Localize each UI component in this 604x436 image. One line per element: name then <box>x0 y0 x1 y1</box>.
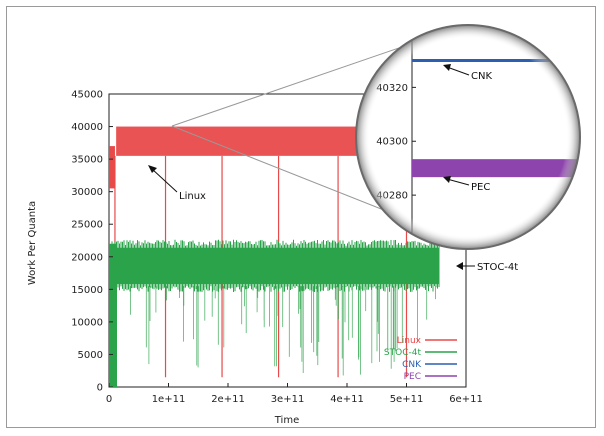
y-tick-label: 20000 <box>71 252 103 263</box>
y-tick-label: 10000 <box>71 317 103 328</box>
legend-label: CNK <box>402 360 422 370</box>
x-tick-label: 6e+11 <box>449 394 483 405</box>
series-stoc-jitter <box>109 239 440 292</box>
y-tick-label: 45000 <box>71 90 103 101</box>
legend: Linux STOC-4t CNK PEC <box>384 336 457 382</box>
figure-frame: 0 5000 10000 15000 20000 25000 30000 35000 40000… <box>6 6 596 428</box>
y-tick-label: 35000 <box>71 155 103 166</box>
legend-label: STOC-4t <box>384 348 422 358</box>
y-tick-label: 15000 <box>71 285 103 296</box>
y-tick-label: 0 <box>97 383 103 394</box>
annotation-arrowhead-linux <box>148 165 157 173</box>
x-tick-label: 0 <box>106 394 112 405</box>
magnifier-inset: 403204030040280CNKPEC <box>355 24 581 250</box>
x-tick-label: 2e+11 <box>211 394 245 405</box>
annotations: Linux STOC-4t <box>148 165 518 273</box>
x-tick-label: 1e+11 <box>152 394 186 405</box>
x-tick-label: 5e+11 <box>390 394 424 405</box>
annotation-arrowhead-stoc <box>456 262 463 270</box>
magnifier-connector-top <box>171 39 423 127</box>
x-tick-label: 4e+11 <box>330 394 364 405</box>
series-layer <box>109 126 466 387</box>
x-tick-label: 3e+11 <box>271 394 305 405</box>
y-tick-label: 5000 <box>78 350 103 361</box>
y-tick-label: 30000 <box>71 187 103 198</box>
x-axis-title: Time <box>274 415 299 426</box>
annotation-label-stoc: STOC-4t <box>477 262 518 273</box>
series-stoc-startup <box>109 243 117 387</box>
annotation-arrow-linux <box>151 168 178 193</box>
annotation-label-linux: Linux <box>179 191 206 202</box>
line-chart: 0 5000 10000 15000 20000 25000 30000 35000 40000… <box>27 24 581 426</box>
magnifier-rim <box>355 24 581 250</box>
y-tick-label: 40000 <box>71 122 103 133</box>
y-tick-label: 25000 <box>71 220 103 231</box>
series-stoc-dips <box>130 286 436 376</box>
series-linux-startup <box>109 146 115 189</box>
y-axis-title: Work Per Quanta <box>27 201 38 285</box>
legend-label: Linux <box>397 336 422 346</box>
legend-label: PEC <box>404 372 421 382</box>
axes: 0 5000 10000 15000 20000 25000 30000 35000 40000… <box>71 90 483 406</box>
